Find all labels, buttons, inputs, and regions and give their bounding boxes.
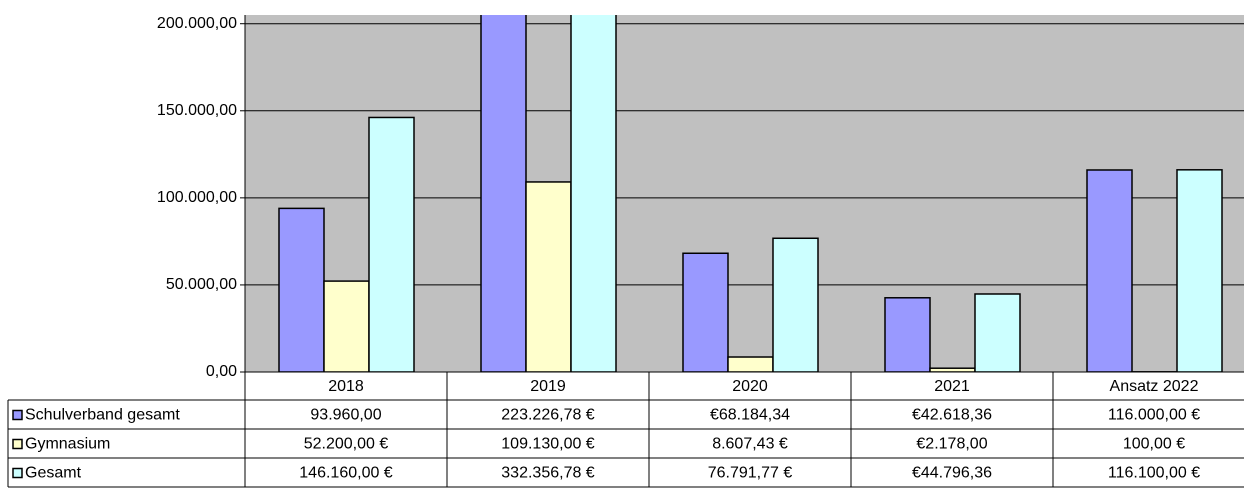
bar xyxy=(727,356,774,372)
table-value: €2.178,00 xyxy=(916,436,987,453)
table-value: 8.607,43 € xyxy=(712,436,788,453)
table-value: €68.184,34 xyxy=(710,407,790,424)
table-value: 223.226,78 € xyxy=(501,407,595,424)
legend-label: Gymnasium xyxy=(25,436,110,453)
x-tick-label: 2021 xyxy=(934,378,970,395)
y-tick-label: 50.000,00 xyxy=(166,276,237,293)
table-value: 52.200,00 € xyxy=(304,436,389,453)
table-value: 116.100,00 € xyxy=(1108,465,1200,482)
table-value: €42.618,36 xyxy=(912,407,992,424)
bar xyxy=(1086,169,1133,372)
y-tick-label: 0,00 xyxy=(206,363,237,380)
legend-label: Schulverband gesamt xyxy=(25,407,180,424)
table-value: €44.796,36 xyxy=(912,465,992,482)
table-value: 116.000,00 € xyxy=(1108,407,1200,424)
table-value: 93.960,00 xyxy=(310,407,381,424)
plot-area xyxy=(245,15,1244,372)
bar xyxy=(929,367,976,372)
bar xyxy=(570,15,617,372)
bar xyxy=(368,116,415,372)
x-tick-label: Ansatz 2022 xyxy=(1110,378,1199,395)
x-tick-label: 2018 xyxy=(328,378,364,395)
bar xyxy=(278,207,325,372)
bar xyxy=(772,237,819,372)
table-value: 76.791,77 € xyxy=(708,465,793,482)
x-tick-label: 2020 xyxy=(732,378,768,395)
y-tick-label: 100.000,00 xyxy=(157,189,237,206)
y-tick-label: 150.000,00 xyxy=(157,102,237,119)
table-value: 146.160,00 € xyxy=(299,465,393,482)
table-value: 109.130,00 € xyxy=(501,436,595,453)
legend-swatch xyxy=(12,409,23,421)
bar xyxy=(974,293,1021,372)
legend-swatch xyxy=(12,438,23,450)
bar xyxy=(884,297,931,372)
bar xyxy=(525,181,572,372)
table-value: 100,00 € xyxy=(1123,436,1185,453)
legend-label: Gesamt xyxy=(25,465,82,482)
bar xyxy=(1176,169,1223,372)
x-tick-label: 2019 xyxy=(530,378,566,395)
legend-swatch xyxy=(12,467,23,479)
table-value: 332.356,78 € xyxy=(501,465,595,482)
bar xyxy=(323,280,370,372)
bar xyxy=(682,252,729,372)
bar xyxy=(480,15,527,372)
y-tick-label: 200.000,00 xyxy=(157,15,237,32)
